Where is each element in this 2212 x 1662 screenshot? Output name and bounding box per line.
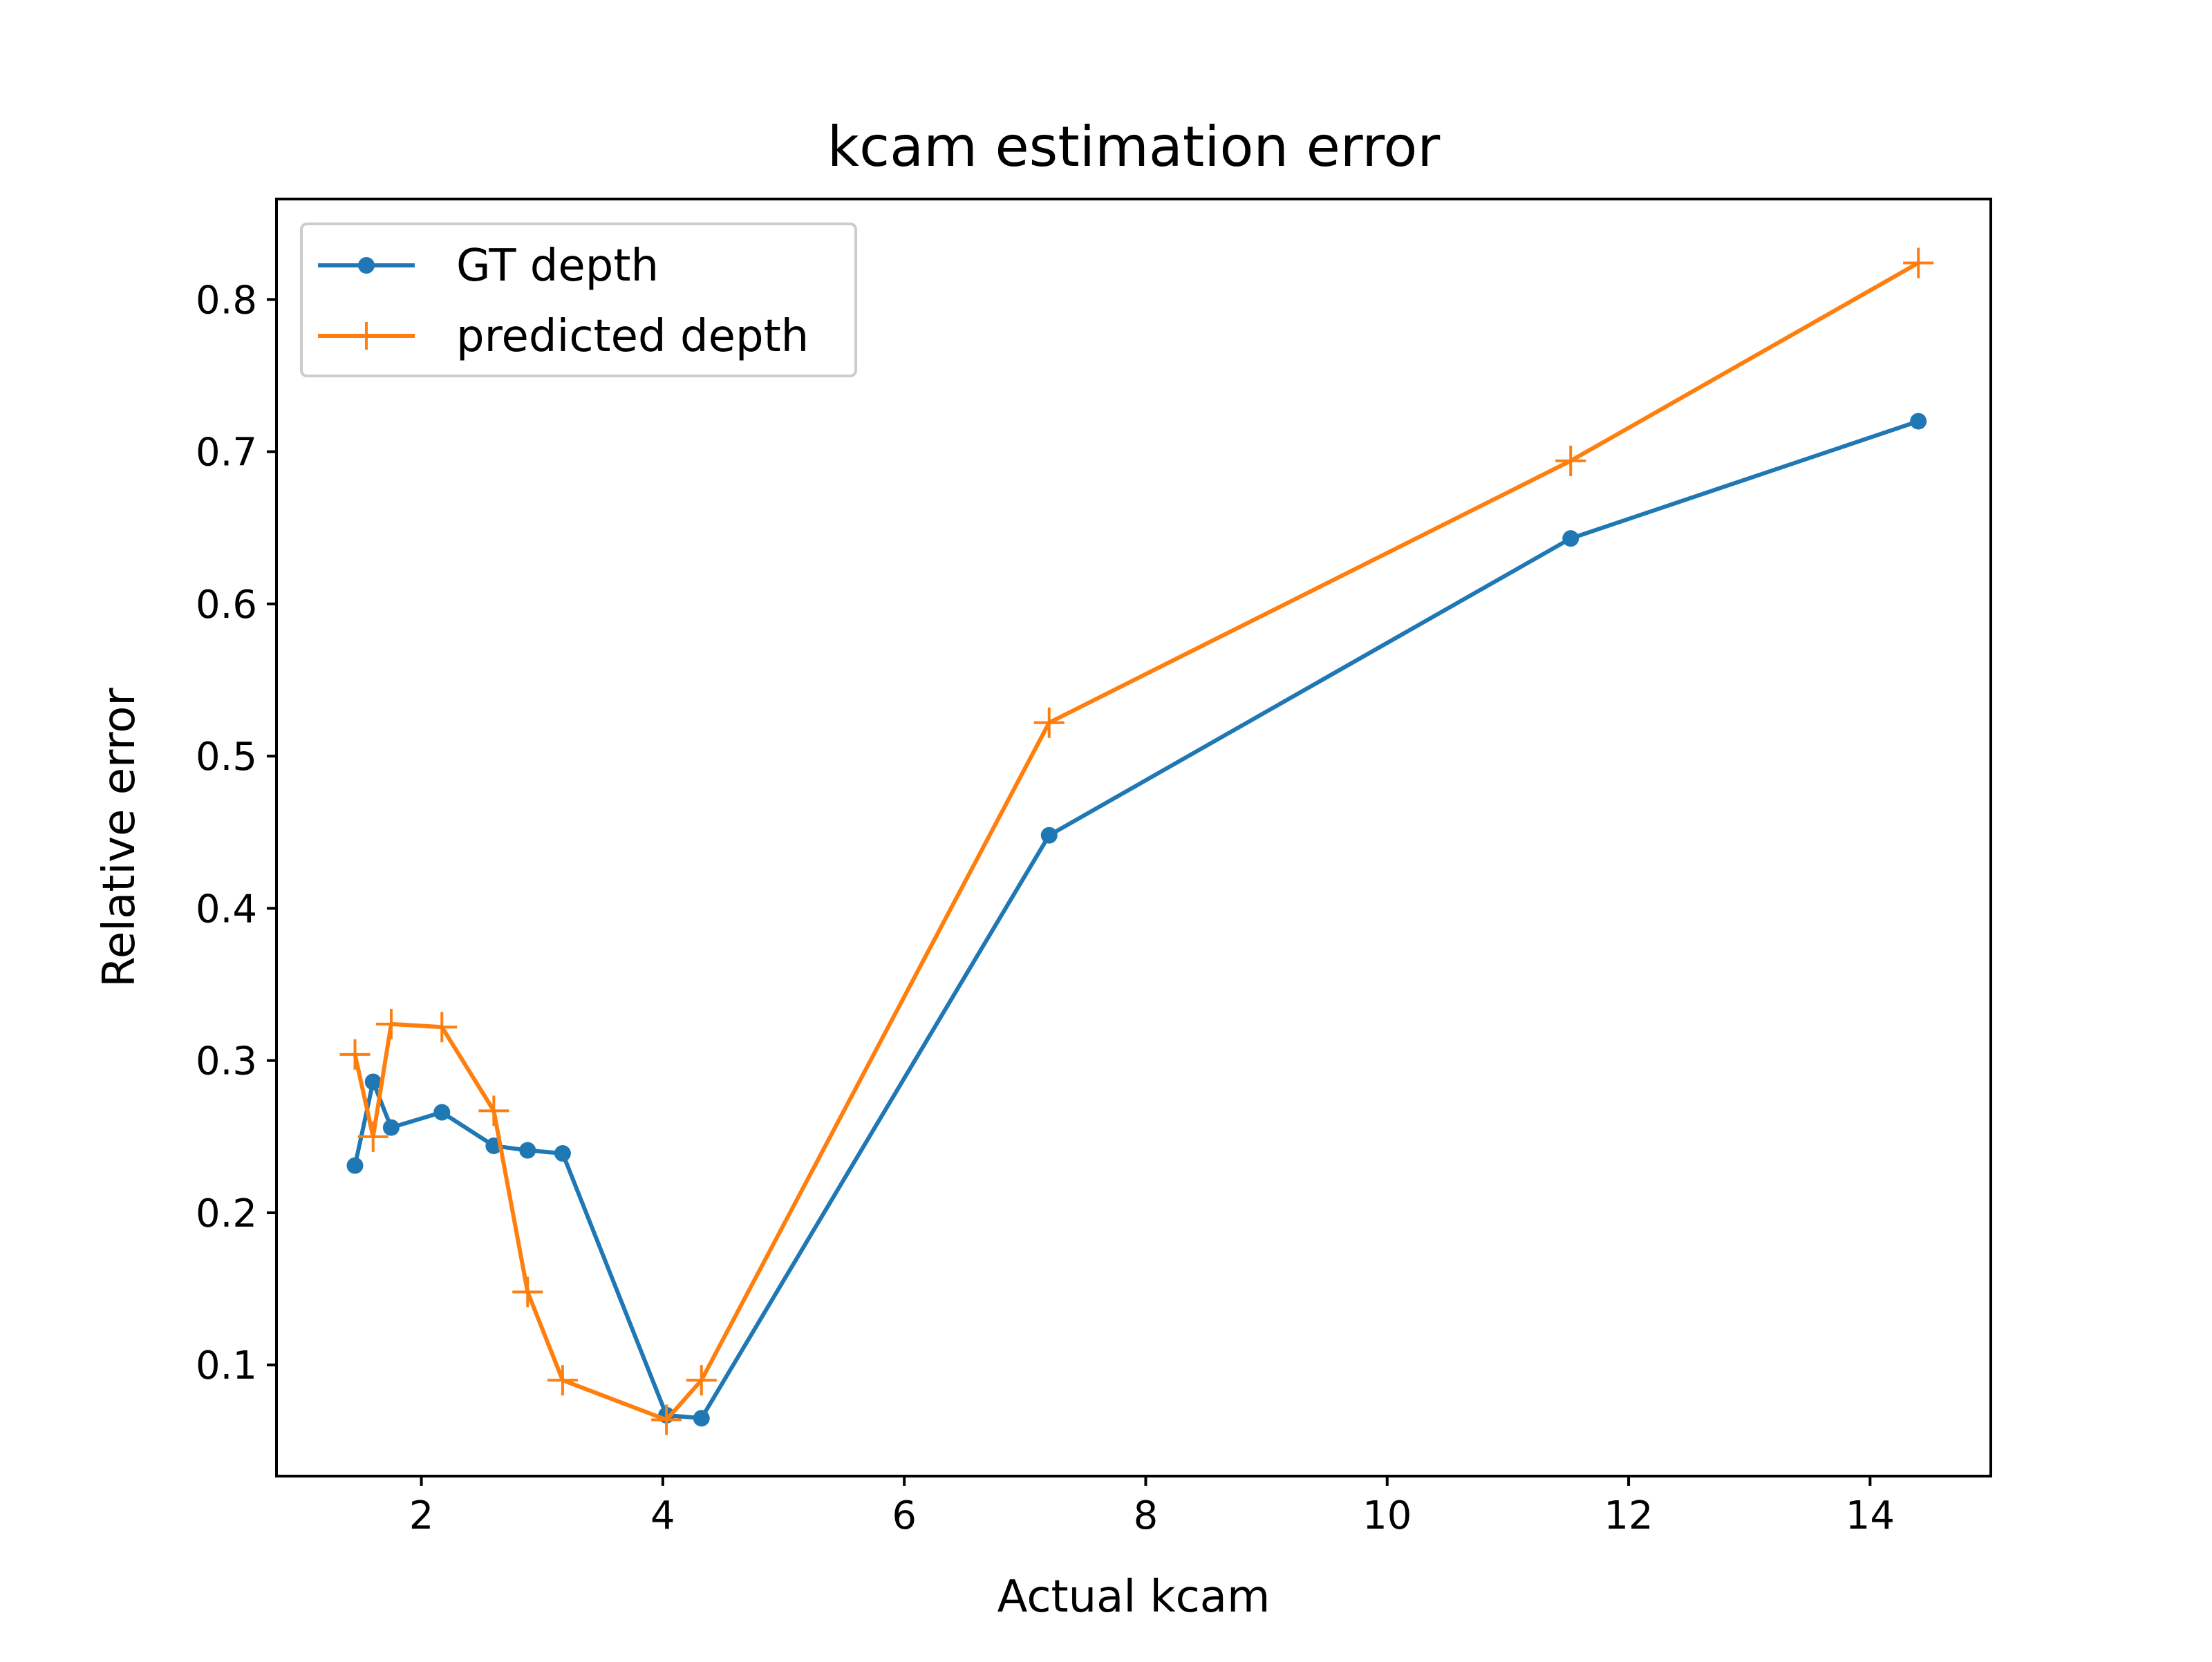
x-tick-label: 14 — [1846, 1493, 1895, 1538]
y-tick-label: 0.6 — [196, 583, 257, 627]
series-predicted-depth — [339, 247, 1934, 1435]
data-point-predicted-depth — [512, 1276, 543, 1307]
data-point-predicted-depth — [686, 1365, 717, 1396]
data-point-gt-depth — [554, 1145, 571, 1162]
data-point-predicted-depth — [427, 1012, 458, 1043]
data-point-predicted-depth — [547, 1365, 578, 1396]
data-point-predicted-depth — [375, 1008, 406, 1039]
data-point-gt-depth — [433, 1104, 451, 1121]
legend-label-predicted-depth: predicted depth — [456, 311, 809, 362]
y-axis-label: Relative error — [94, 688, 145, 988]
data-point-predicted-depth — [357, 1121, 388, 1152]
series-line-predicted-depth — [352, 260, 1922, 1422]
y-tick-label: 0.3 — [196, 1039, 257, 1084]
x-tick-label: 2 — [409, 1493, 434, 1538]
data-point-gt-depth — [346, 1157, 364, 1174]
y-tick-label: 0.7 — [196, 431, 257, 475]
data-point-gt-depth — [1910, 413, 1927, 430]
legend-marker-gt-depth — [358, 257, 375, 274]
y-tick-label: 0.5 — [196, 735, 257, 780]
y-tick-label: 0.4 — [196, 887, 257, 932]
legend: GT depth predicted depth — [300, 223, 857, 377]
legend-frame — [300, 223, 857, 377]
data-point-gt-depth — [1040, 827, 1058, 844]
data-point-predicted-depth — [651, 1404, 682, 1435]
data-point-predicted-depth — [478, 1095, 509, 1126]
data-point-gt-depth — [364, 1073, 382, 1090]
y-tick-label: 0.8 — [196, 278, 257, 323]
x-axis-label: Actual kcam — [997, 1571, 1271, 1623]
series-layer — [339, 247, 1934, 1435]
y-tick-label: 0.2 — [196, 1191, 257, 1236]
legend-marker-predicted-depth — [353, 322, 380, 350]
x-tick-label: 12 — [1604, 1493, 1653, 1538]
x-tick-label: 6 — [892, 1493, 917, 1538]
y-tick-label: 0.1 — [196, 1343, 257, 1388]
legend-label-gt-depth: GT depth — [456, 240, 659, 292]
x-tick-label: 10 — [1362, 1493, 1412, 1538]
data-point-gt-depth — [382, 1119, 400, 1136]
data-point-predicted-depth — [1903, 247, 1934, 278]
data-point-predicted-depth — [1555, 445, 1586, 476]
data-point-predicted-depth — [1033, 707, 1065, 738]
x-tick-label: 8 — [1134, 1493, 1159, 1538]
axes: 2 4 6 8 10 12 14 0.1 0.2 0.3 0.4 0.5 0.6 0.7 0.8 — [196, 278, 1895, 1538]
data-point-predicted-depth — [339, 1039, 371, 1070]
x-tick-label: 4 — [650, 1493, 675, 1538]
plot-frame — [275, 198, 1992, 1477]
data-point-gt-depth — [1562, 530, 1580, 547]
data-point-gt-depth — [519, 1142, 536, 1159]
data-point-gt-depth — [693, 1410, 710, 1427]
chart-title: kcam estimation error — [827, 115, 1441, 179]
